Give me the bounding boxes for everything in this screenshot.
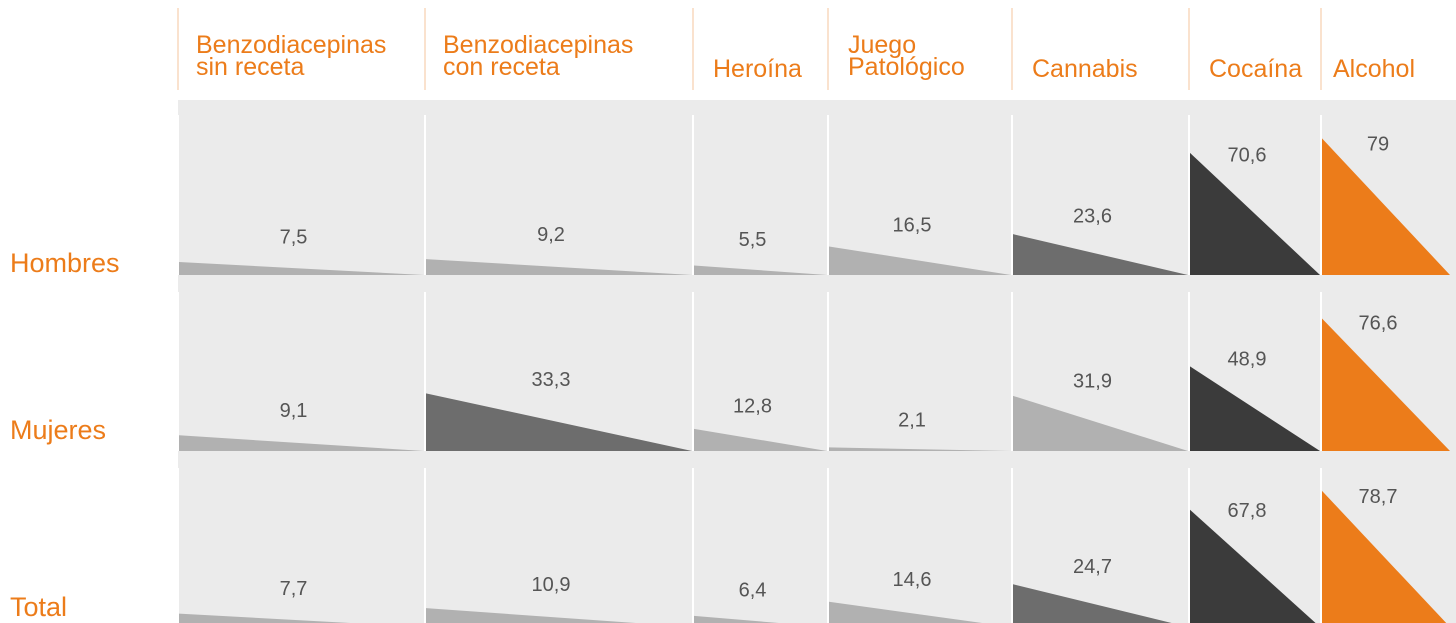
value-label: 24,7: [1073, 556, 1112, 578]
triangle: [694, 428, 827, 451]
value-label: 2,1: [898, 409, 926, 431]
triangle: [426, 608, 636, 623]
triangle: [426, 259, 692, 275]
value-label: 5,5: [739, 229, 767, 251]
value-label: 79: [1367, 133, 1389, 155]
triangle: [179, 262, 424, 275]
triangle: [1322, 318, 1450, 451]
value-label: 70,6: [1228, 144, 1267, 166]
triangle: [179, 435, 424, 451]
triangle: [179, 613, 351, 623]
triangle: [1190, 152, 1320, 275]
triangle: [694, 265, 827, 275]
value-label: 78,7: [1359, 486, 1398, 508]
column-header: Benzodiacepinas sin receta: [196, 31, 387, 81]
row-label: Total: [10, 592, 68, 622]
triangle: [1013, 584, 1172, 623]
triangle: [1190, 366, 1320, 451]
triangle: [829, 601, 983, 623]
triangle: [1322, 490, 1447, 623]
value-label: 48,9: [1228, 349, 1267, 371]
plot-background: [178, 100, 1456, 623]
value-label: 12,8: [733, 395, 772, 417]
triangle: [426, 393, 692, 451]
triangle: [829, 447, 1011, 451]
value-label: 6,4: [739, 580, 767, 602]
value-label: 67,8: [1228, 500, 1267, 522]
triangle: [694, 615, 779, 623]
value-label: 33,3: [532, 369, 571, 391]
triangle: [1013, 395, 1188, 451]
value-label: 10,9: [532, 574, 571, 596]
value-label: 9,1: [280, 400, 308, 422]
triangle: [1190, 509, 1316, 623]
value-label: 16,5: [893, 215, 932, 237]
row-label: Hombres: [10, 248, 120, 278]
column-header: Benzodiacepinas con receta: [443, 31, 634, 81]
value-label: 76,6: [1359, 313, 1398, 335]
column-header: Juego Patológico: [848, 31, 965, 81]
triangle: [1013, 234, 1188, 275]
column-header: Heroína: [713, 55, 802, 83]
column-header: Cannabis: [1032, 55, 1138, 83]
value-label: 9,2: [537, 224, 565, 246]
value-label: 23,6: [1073, 205, 1112, 227]
column-header: Cocaína: [1209, 55, 1303, 83]
value-label: 7,5: [280, 226, 308, 248]
triangle: [1322, 138, 1450, 275]
value-label: 31,9: [1073, 371, 1112, 393]
triangle: [829, 246, 1011, 275]
value-label: 14,6: [893, 569, 932, 591]
column-header: Alcohol: [1333, 55, 1415, 83]
value-label: 7,7: [280, 578, 308, 600]
row-label: Mujeres: [10, 415, 107, 445]
